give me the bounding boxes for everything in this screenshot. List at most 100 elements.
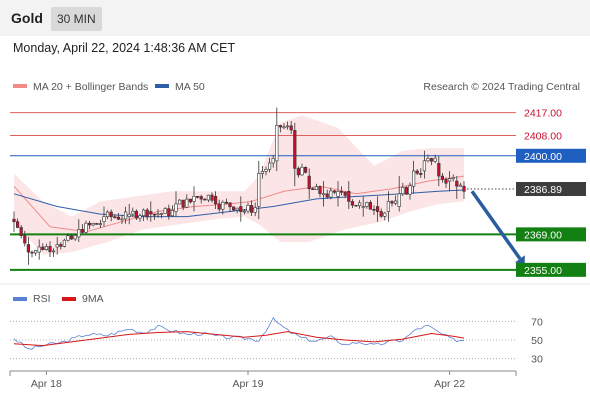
level-label-3: 2369.00 (524, 229, 562, 241)
candle-body (250, 205, 254, 213)
candle-body (73, 235, 77, 240)
candle-body (70, 235, 74, 240)
main-legend: MA 20 + Bollinger Bands MA 50 Research ©… (13, 81, 580, 93)
legend-label-9ma: 9MA (82, 293, 104, 305)
price-levels (10, 112, 516, 271)
candle-body (152, 213, 157, 216)
candle-body (33, 250, 38, 254)
candle-body (134, 210, 139, 219)
candle-body (106, 211, 110, 217)
forecast-arrow (470, 190, 525, 266)
candle-body (66, 235, 70, 241)
timeframe-button[interactable]: 30 MIN (51, 7, 102, 31)
candle-body (120, 218, 124, 221)
candle-body (30, 251, 34, 254)
candle-body (303, 167, 308, 173)
candle-body (138, 215, 142, 219)
candle-body (224, 201, 229, 204)
candle-body (437, 163, 441, 177)
candle-body (365, 202, 369, 207)
candle-body (55, 244, 59, 248)
candle-body (228, 202, 232, 208)
candle-body (379, 211, 383, 217)
candle-body (19, 227, 23, 236)
candle-body (278, 125, 283, 128)
candle-body (325, 193, 329, 198)
candle-body (149, 211, 153, 215)
candle-body (318, 186, 322, 195)
candle-body (26, 244, 31, 253)
candle-body (127, 213, 131, 217)
candle-body (199, 196, 203, 200)
candle-body (206, 194, 211, 201)
candle-body (336, 191, 340, 197)
candle-body (210, 194, 214, 201)
candle-body (357, 202, 362, 207)
candle-body (23, 235, 27, 244)
x-tick-label-0: Apr 18 (31, 378, 62, 390)
rsi-tick-label-0: 70 (531, 316, 543, 328)
candle-body (368, 202, 373, 210)
candle-body (145, 209, 149, 218)
candle-body (264, 169, 268, 172)
candle-body (59, 244, 63, 247)
candle-body (77, 229, 81, 238)
candle-body (451, 177, 455, 179)
candle-body (192, 196, 196, 202)
candle-body (343, 191, 347, 196)
level-labels: 2417.00 2408.00 2400.00 2369.00 2355.00 2386.… (467, 108, 586, 277)
candle-body (383, 212, 387, 217)
rsi-legend: RSI 9MA (13, 293, 104, 305)
candle-body (419, 173, 423, 175)
candles (12, 107, 466, 265)
candle-body (429, 158, 434, 162)
candle-body (372, 209, 376, 211)
top-bar: Gold 30 MIN (0, 0, 590, 36)
candle-body (296, 168, 301, 176)
candle-body (41, 246, 45, 251)
candle-body (214, 196, 218, 205)
legend-label-ma20: MA 20 + Bollinger Bands (33, 81, 148, 93)
candle-body (271, 158, 275, 164)
candle-body (257, 173, 261, 207)
candle-body (98, 223, 102, 225)
candle-body (163, 208, 167, 214)
candle-body (293, 130, 297, 169)
candle-body (300, 167, 304, 176)
candle-body (88, 222, 92, 226)
candle-body (329, 190, 333, 198)
candle-body (15, 221, 20, 228)
candle-body (188, 198, 193, 203)
candle-body (282, 126, 286, 129)
level-tag-3 (516, 227, 586, 242)
candle-body (347, 191, 351, 202)
candle-body (415, 170, 419, 174)
candle-body (289, 125, 293, 131)
candle-body (113, 216, 117, 218)
candle-body (156, 213, 160, 216)
candle-body (339, 191, 344, 193)
level-label-0: 2417.00 (524, 108, 562, 120)
level-label-1: 2408.00 (524, 130, 562, 142)
level-label-2: 2400.00 (524, 151, 562, 163)
candle-body (48, 246, 52, 252)
candle-body (185, 198, 189, 208)
candle-body (433, 157, 437, 162)
legend-swatch-9ma (62, 297, 76, 301)
candle-body (246, 205, 250, 212)
candle-body (91, 223, 95, 226)
candle-body (390, 201, 394, 204)
legend-swatch-ma20 (13, 84, 27, 88)
candle-body (142, 209, 146, 216)
candle-body (275, 125, 279, 162)
candle-body (314, 186, 319, 191)
candle-body (440, 175, 445, 180)
candle-body (109, 211, 113, 217)
candle-body (196, 196, 200, 198)
x-tick-label-2: Apr 22 (434, 378, 465, 390)
level-label-4: 2355.00 (524, 265, 562, 277)
candle-body (217, 203, 221, 210)
candle-body (393, 200, 398, 204)
candle-body (160, 213, 164, 215)
candle-body (267, 162, 272, 170)
